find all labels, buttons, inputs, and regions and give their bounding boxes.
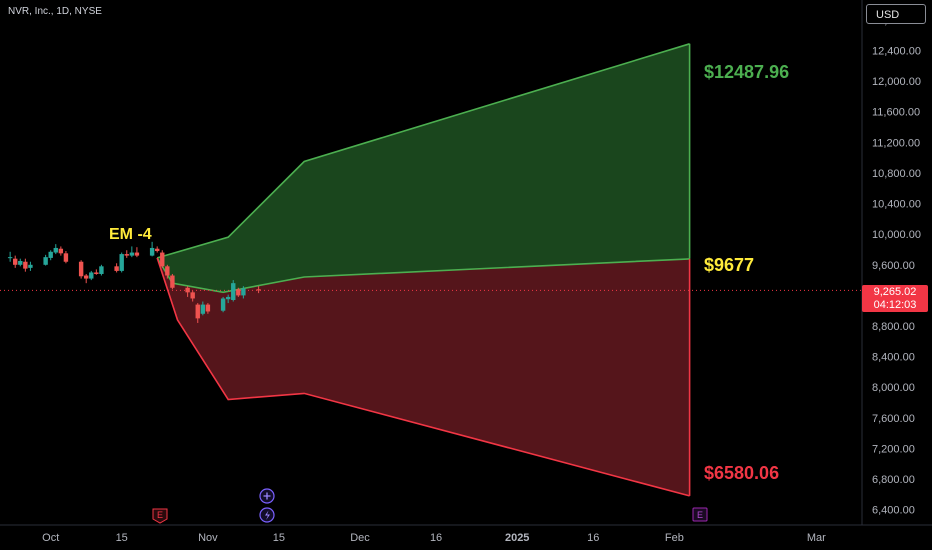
candle-body <box>149 247 155 256</box>
candle-body <box>195 304 200 319</box>
time-axis-label: Mar <box>807 532 826 544</box>
candle-body <box>78 261 84 277</box>
candle-body <box>28 264 33 268</box>
price-axis-label: 12,000.00 <box>872 76 921 88</box>
symbol-info: NVR, Inc., 1D, NYSE <box>8 6 102 17</box>
candle-body <box>241 288 246 296</box>
candle-body <box>99 266 104 274</box>
time-axis-label: 16 <box>587 532 599 544</box>
price-axis[interactable]: 12,800.0012,400.0012,000.0011,600.0011,2… <box>872 15 921 517</box>
candle-body <box>205 304 211 312</box>
candle-body <box>13 258 18 265</box>
candle-body <box>236 289 241 296</box>
expected-move-fills <box>157 43 690 496</box>
candle-body <box>84 275 89 279</box>
time-axis-label: 2025 <box>505 532 529 544</box>
price-axis-label: 11,600.00 <box>872 107 920 119</box>
candle-body <box>124 254 129 256</box>
price-axis-label: 10,000.00 <box>872 229 921 241</box>
lightning-icon[interactable] <box>259 507 275 523</box>
candle-body <box>154 248 160 252</box>
upside-range-fill <box>157 43 690 293</box>
candle-body <box>200 304 206 314</box>
candle-body <box>119 254 124 271</box>
price-axis-label: 12,400.00 <box>872 46 921 58</box>
price-axis-label: 10,800.00 <box>872 168 921 180</box>
price-axis-label: 7,200.00 <box>872 443 915 455</box>
current-price-value: 9,265.02 <box>873 286 917 298</box>
candlestick-series <box>7 241 261 323</box>
price-axis-label: 6,800.00 <box>872 474 915 486</box>
price-axis-label: 9,600.00 <box>872 260 915 272</box>
time-axis-label: 15 <box>116 532 128 544</box>
candle-body <box>190 292 195 299</box>
price-axis-label: 6,400.00 <box>872 505 915 517</box>
candle-body <box>220 298 226 311</box>
candle-body <box>63 253 69 262</box>
candle-body <box>18 260 23 265</box>
candle-body <box>53 247 58 253</box>
candle-body <box>256 289 261 291</box>
earnings-marker-2[interactable]: E <box>692 507 708 522</box>
time-axis-label: Dec <box>350 532 370 544</box>
candle-body <box>89 272 94 279</box>
countdown-timer: 04:12:03 <box>873 299 917 311</box>
em-label: EM -4 <box>109 226 152 243</box>
plus-circle-icon[interactable] <box>259 488 275 504</box>
candle-body <box>231 283 236 300</box>
mid-target-label: $9677 <box>704 255 754 275</box>
lower-range-line <box>156 257 690 497</box>
price-axis-label: 7,600.00 <box>872 413 915 425</box>
time-axis-label: Oct <box>42 532 59 544</box>
price-axis-label: 11,200.00 <box>872 137 920 149</box>
candle-body <box>165 266 170 276</box>
time-axis-label: Nov <box>198 532 218 544</box>
earnings-marker-1-label: E <box>157 510 163 520</box>
candle-body <box>23 261 28 269</box>
candle-body <box>43 257 48 265</box>
current-price-tag: 9,265.02 04:12:03 <box>862 285 928 312</box>
candle-body <box>185 287 190 293</box>
upper-range-line <box>156 43 690 259</box>
candle-body <box>7 257 13 259</box>
earnings-marker-1-shape <box>152 508 168 524</box>
earnings-marker-2-shape <box>692 507 708 522</box>
candle-body <box>160 252 165 267</box>
lower-target-label: $6580.06 <box>704 463 779 483</box>
upper-target-label: $12487.96 <box>704 62 789 82</box>
candle-body <box>48 251 53 258</box>
earnings-marker-1[interactable]: E <box>152 508 168 524</box>
downside-range-fill <box>157 257 690 496</box>
candle-body <box>94 272 99 274</box>
time-axis[interactable]: Oct 15 Nov 15 Dec 16 2025 16 Feb Mar <box>42 532 826 544</box>
candle-body <box>58 248 64 254</box>
time-axis-label: 16 <box>430 532 442 544</box>
price-axis-label: 8,000.00 <box>872 382 915 394</box>
price-axis-label: 10,400.00 <box>872 199 921 211</box>
time-axis-label: 15 <box>273 532 285 544</box>
candle-body <box>114 266 119 271</box>
time-axis-label: Feb <box>665 532 684 544</box>
price-axis-label: 8,800.00 <box>872 321 915 333</box>
candle-body <box>225 296 231 300</box>
candle-body <box>134 252 140 256</box>
candle-body <box>129 252 135 256</box>
price-axis-label: 8,400.00 <box>872 352 915 364</box>
currency-button[interactable]: USD <box>866 4 926 24</box>
earnings-marker-2-label: E <box>697 510 703 520</box>
candle-body <box>170 275 175 288</box>
